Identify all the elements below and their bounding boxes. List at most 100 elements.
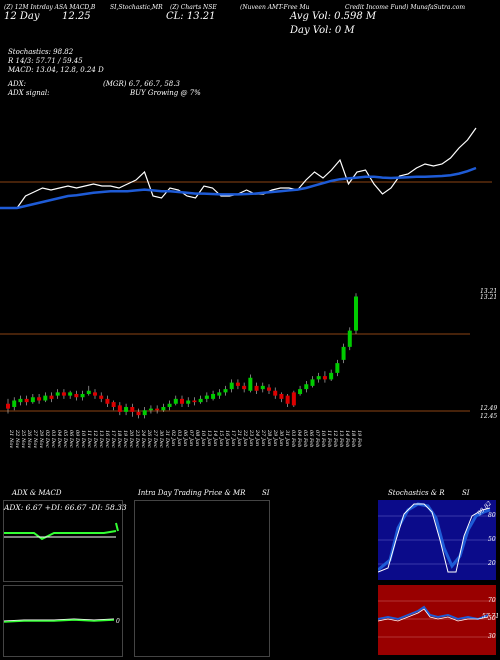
x-axis-label: 12 Dec (92, 430, 98, 448)
x-axis-label: 24 Dec (140, 429, 146, 448)
candle-body (24, 398, 29, 403)
stochastic-lines (378, 502, 496, 573)
x-axis-label: 21 Jan (236, 429, 242, 446)
x-axis-label: 13 Jan (206, 430, 212, 446)
x-axis-label: 23 Dec (134, 429, 140, 448)
x-axis-label: 26 Dec (146, 429, 152, 448)
adx-values-text: (MGR) 6.7, 66.7, 58.3 (103, 80, 180, 88)
x-axis-label: 29 Nov (38, 429, 44, 448)
x-axis-label: 14 Jan (212, 430, 218, 446)
candle-body (80, 394, 85, 398)
candle-body (322, 376, 327, 380)
macd-line (4, 618, 115, 622)
candle-body (217, 392, 222, 396)
macd-signal-line (4, 619, 115, 623)
x-axis-labels: 21 Nov 22 Nov 25 Nov 26 Nov 27 Nov 29 Nov 02 D… (8, 429, 362, 448)
rsi-level-label-70: 70 (488, 597, 496, 604)
buy-signal-text: BUY Growing @ 7% (130, 89, 201, 97)
candle-body (12, 400, 17, 407)
x-axis-label: 06 Feb (308, 430, 314, 447)
intraday-panel (134, 500, 270, 657)
candle-body (211, 394, 216, 399)
intraday-si-label: SI (262, 489, 270, 497)
candle-body (18, 398, 23, 403)
x-axis-label: 11 Dec (86, 430, 92, 448)
candle-body (291, 392, 296, 406)
candle-body (173, 398, 178, 404)
x-axis-label: 16 Dec (104, 430, 110, 448)
candle-body (167, 403, 172, 407)
x-axis-label: 04 Feb (296, 430, 302, 447)
rsi-panel: 70 50 30 57.71 (378, 585, 499, 655)
x-axis-label: 02 Jan (170, 430, 176, 446)
tagline-1: (Nuveen AMT-Free Mu (240, 4, 310, 11)
candle-body (130, 407, 135, 412)
x-axis-label: 28 Jan (266, 429, 272, 446)
x-axis-label: 13 Dec (98, 430, 104, 448)
x-axis-label: 22 Nov (14, 429, 20, 448)
x-axis-label: 09 Dec (74, 430, 80, 448)
macd-text: MACD: 13.04, 12.8, 0.24 D (8, 66, 104, 74)
x-axis-label: 16 Jan (224, 430, 230, 446)
candle-body (142, 410, 147, 416)
stoch-si-label: SI (462, 489, 470, 497)
price-label-b: 13.21 (480, 294, 498, 301)
x-axis-label: 04 Dec (56, 430, 62, 448)
candle-body (161, 407, 166, 411)
x-axis-label: 05 Dec (62, 430, 68, 448)
macd-lines (4, 618, 115, 623)
candle-body (61, 392, 66, 396)
x-axis-label: 07 Jan (188, 430, 194, 446)
x-axis-label: 08 Jan (194, 430, 200, 446)
candle-body (93, 392, 97, 396)
candle-body (180, 398, 184, 404)
x-axis-label: 30 Dec (158, 430, 164, 448)
candle-body (186, 400, 191, 404)
adx-text: ADX: (8, 80, 27, 88)
candle-body (260, 385, 265, 390)
stoch-level-label-20: 20 (488, 560, 496, 567)
candle-body (68, 392, 73, 396)
range-value: 12.25 (62, 11, 91, 22)
price-label-a: 13.21 (480, 288, 498, 295)
x-axis-label: 24 Jan (254, 429, 260, 446)
candle-body (235, 382, 240, 386)
x-axis-label: 31 Jan (284, 430, 290, 446)
candle-body (99, 395, 104, 399)
candle-body (105, 398, 110, 404)
header-line-1: (Z) 12M Intrday ASA MACD,B (4, 4, 96, 11)
x-axis-label: 20 Dec (128, 429, 134, 448)
candle-body (124, 407, 129, 412)
candle-body (55, 392, 60, 396)
stoch-panel-title: Stochastics & R (388, 489, 445, 497)
x-axis-label: 06 Jan (182, 430, 188, 446)
x-axis-label: 25 Nov (20, 429, 26, 448)
range-label: 12 Day (4, 11, 40, 22)
adx-panel-title: ADX & MACD (12, 489, 62, 497)
rsi-level-label-50: 50 (488, 615, 496, 622)
adx-lines (4, 522, 119, 541)
x-axis-label: 07 Feb (314, 430, 320, 447)
candle-body (148, 408, 153, 411)
candle-body (304, 384, 309, 390)
x-axis-label: 12 Feb (332, 430, 338, 447)
candle-body (279, 394, 284, 399)
adx-panel: ADX: 6.67 +DI: 66.67 -DI: 58.33 (3, 500, 127, 582)
candle-body (273, 390, 278, 396)
candle-body (316, 376, 321, 380)
candle-body (74, 394, 79, 398)
x-axis-label: 18 Feb (350, 430, 356, 447)
candle-body (223, 389, 228, 393)
adx-box-text: ADX: 6.67 +DI: 66.67 -DI: 58.33 (4, 503, 127, 512)
x-axis-label: 30 Jan (278, 430, 284, 446)
candle-body (49, 395, 54, 399)
candle-body (285, 395, 290, 404)
candle-body (155, 408, 160, 411)
x-axis-label: 10 Feb (320, 430, 326, 447)
candle-body (136, 411, 141, 416)
stochastics-text: Stochastics: 98.82 (8, 48, 74, 56)
candle-body (341, 346, 346, 360)
x-axis-label: 27 Nov (32, 429, 38, 448)
candle-body (192, 400, 197, 403)
price-label-low-a: 12.49 (480, 405, 498, 412)
